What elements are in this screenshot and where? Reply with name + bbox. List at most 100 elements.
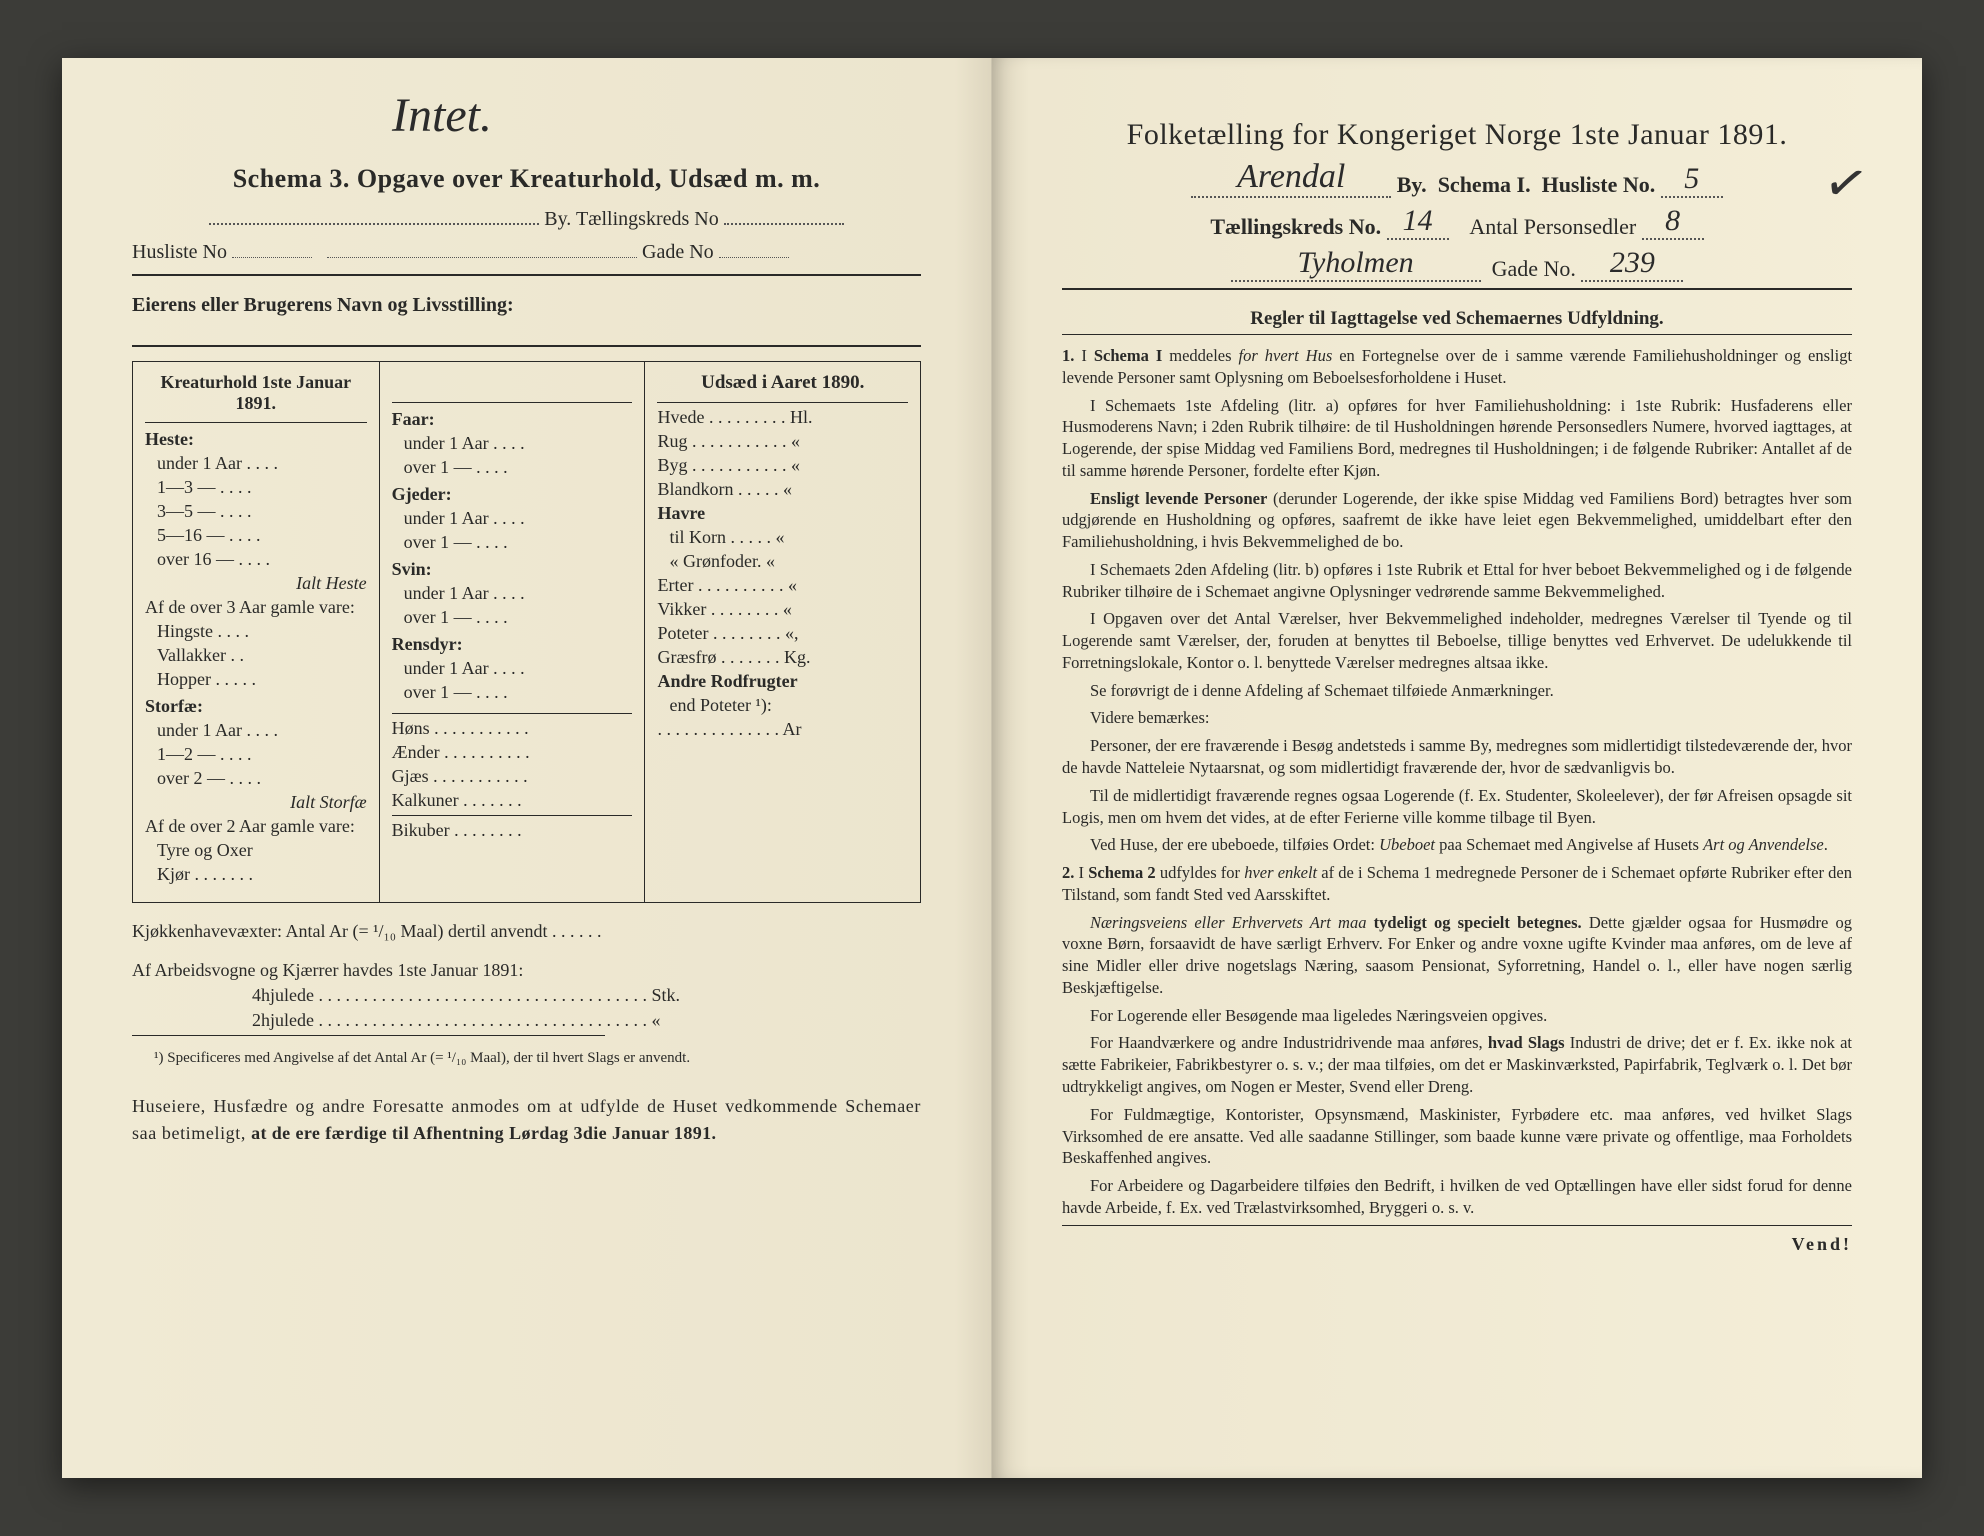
row-gade: Tyholmen Gade No. 239	[1062, 246, 1852, 282]
af-over-2: Af de over 2 Aar gamle vare:	[145, 816, 367, 837]
tkreds-label: Tællingskreds No.	[1210, 214, 1381, 239]
udsaed-row: Erter . . . . . . . . . . «	[657, 575, 908, 596]
udsaed-row: Havre	[657, 503, 908, 524]
heste-sub: Hopper . . . . .	[157, 669, 367, 690]
handwriting-intet: Intet.	[392, 88, 492, 143]
hw-husliste-no: 5	[1661, 162, 1723, 198]
udsaed-row: Hvede . . . . . . . . . Hl.	[657, 407, 908, 428]
rensdyr-head: Rensdyr:	[392, 634, 633, 655]
udsaed-row: Vikker . . . . . . . . «	[657, 599, 908, 620]
closing-bold-date: Lørdag 3die Januar 1891.	[509, 1123, 716, 1143]
storfae-sub: Tyre og Oxer	[157, 840, 367, 861]
heste-sub: Hingste . . . .	[157, 621, 367, 642]
regler-title: Regler til Iagttagelse ved Schemaernes U…	[1062, 308, 1852, 330]
by-label: By.	[1397, 172, 1427, 197]
row-by: Arendal By. Schema I. Husliste No. 5	[1062, 158, 1852, 198]
rensdyr-row: over 1 — . . . .	[404, 682, 633, 703]
gjeder-row: over 1 — . . . .	[404, 532, 633, 553]
gjaes: Gjæs . . . . . . . . . . .	[392, 766, 633, 787]
left-page: Intet. Schema 3. Opgave over Kreaturhold…	[62, 58, 992, 1478]
faar-row: over 1 — . . . .	[404, 457, 633, 478]
udsaed-row: Græsfrø . . . . . . . Kg.	[657, 647, 908, 668]
rule-para: For Fuldmægtige, Kontorister, Opsynsmænd…	[1062, 1104, 1852, 1169]
livestock-table: Kreaturhold 1ste Januar 1891. Heste: und…	[132, 361, 921, 903]
ialt-storfae: Ialt Storfæ	[157, 792, 367, 813]
gjeder-head: Gjeder:	[392, 484, 633, 505]
schema3-title: Schema 3. Opgave over Kreaturhold, Udsæd…	[132, 164, 921, 194]
hw-gade-no: 239	[1581, 246, 1683, 282]
col-c-title: Udsæd i Aaret 1890.	[657, 372, 908, 394]
udsaed-row: Byg . . . . . . . . . . . «	[657, 455, 908, 476]
closing-bold: at de ere færdige til Afhentning	[251, 1123, 504, 1143]
right-page: ✓ Folketælling for Kongeriget Norge 1ste…	[992, 58, 1922, 1478]
row-tkreds: Tællingskreds No. 14 Antal Personsedler …	[1062, 204, 1852, 240]
udsaed-row: Blandkorn . . . . . «	[657, 479, 908, 500]
bikuber: Bikuber . . . . . . . .	[392, 820, 633, 841]
udsaed-row: Poteter . . . . . . . . «,	[657, 623, 908, 644]
hw-antal: 8	[1642, 204, 1704, 240]
heste-row: over 16 — . . . .	[157, 549, 367, 570]
heste-row: 5—16 — . . . .	[157, 525, 367, 546]
vend-label: Vend!	[1062, 1234, 1852, 1255]
2hjul: 2hjulede . . . . . . . . . . . . . . . .…	[252, 1010, 921, 1031]
faar-head: Faar:	[392, 409, 633, 430]
husliste-row: Husliste No Gade No	[132, 241, 921, 264]
husliste-label: Husliste No.	[1542, 172, 1656, 197]
closing-text: Huseiere, Husfædre og andre Foresatte an…	[132, 1093, 921, 1147]
storfae-row: over 2 — . . . .	[157, 768, 367, 789]
rule-para: Videre bemærkes:	[1062, 707, 1852, 729]
gade-label: Gade No.	[1492, 256, 1576, 281]
ialt-heste: Ialt Heste	[157, 573, 367, 594]
col-kreatur-b: Faar: under 1 Aar . . . . over 1 — . . .…	[379, 361, 645, 903]
hw-by: Arendal	[1191, 158, 1391, 198]
arbeidsvogne-label: Af Arbeidsvogne og Kjærrer havdes 1ste J…	[132, 960, 921, 981]
heste-row: under 1 Aar . . . .	[157, 453, 367, 474]
udsaed-row: Rug . . . . . . . . . . . «	[657, 431, 908, 452]
rensdyr-row: under 1 Aar . . . .	[404, 658, 633, 679]
rules-body: 1. I Schema I meddeles for hvert Hus en …	[1062, 345, 1852, 1219]
gjeder-row: under 1 Aar . . . .	[404, 508, 633, 529]
rule-para: For Logerende eller Besøgende maa ligele…	[1062, 1005, 1852, 1027]
by-row: By. Tællingskreds No	[132, 208, 921, 231]
hw-tkreds: 14	[1387, 204, 1449, 240]
col-udsaed: Udsæd i Aaret 1890. Hvede . . . . . . . …	[644, 361, 921, 903]
storfae-row: under 1 Aar . . . .	[157, 720, 367, 741]
rule-para: I Opgaven over det Antal Værelser, hver …	[1062, 608, 1852, 673]
rule-para: Personer, der ere fraværende i Besøg and…	[1062, 735, 1852, 779]
aender: Ænder . . . . . . . . . .	[392, 742, 633, 763]
storfae-row: 1—2 — . . . .	[157, 744, 367, 765]
hons: Høns . . . . . . . . . . .	[392, 718, 633, 739]
kalkuner: Kalkuner . . . . . . .	[392, 790, 633, 811]
col-kreatur-a: Kreaturhold 1ste Januar 1891. Heste: und…	[132, 361, 379, 903]
udsaed-row: Andre Rodfrugter	[657, 671, 908, 692]
heste-row: 1—3 — . . . .	[157, 477, 367, 498]
schema-label: Schema I.	[1438, 172, 1531, 197]
svin-head: Svin:	[392, 559, 633, 580]
4hjul: 4hjulede . . . . . . . . . . . . . . . .…	[252, 985, 921, 1006]
storfae-sub: Kjør . . . . . . .	[157, 864, 367, 885]
col-a-title: Kreaturhold 1ste Januar 1891.	[145, 372, 367, 414]
udsaed-row: . . . . . . . . . . . . . . Ar	[657, 719, 908, 740]
rule-para: I Schemaets 2den Afdeling (litr. b) opfø…	[1062, 559, 1852, 603]
svin-row: under 1 Aar . . . .	[404, 583, 633, 604]
eierens-label: Eierens eller Brugerens Navn og Livsstil…	[132, 294, 921, 317]
gade-label: Gade No	[642, 241, 714, 263]
hw-street: Tyholmen	[1231, 246, 1481, 282]
census-title: Folketælling for Kongeriget Norge 1ste J…	[1062, 118, 1852, 152]
heste-row: 3—5 — . . . .	[157, 501, 367, 522]
rule-para: Se forøvrigt de i denne Afdeling af Sche…	[1062, 680, 1852, 702]
antal-label: Antal Personsedler	[1469, 214, 1636, 239]
page-spread: Intet. Schema 3. Opgave over Kreaturhold…	[62, 58, 1922, 1478]
kjokken-row: Kjøkkenhavevæxter: Antal Ar (= ¹/₁₀ Maal…	[132, 921, 921, 942]
rule-para: Til de midlertidigt fraværende regnes og…	[1062, 785, 1852, 829]
kjokken-label: Kjøkkenhavevæxter: Antal Ar (= ¹/₁₀ Maal…	[132, 921, 602, 941]
husliste-label: Husliste No	[132, 241, 227, 263]
heste-head: Heste:	[145, 429, 367, 450]
storfae-head: Storfæ:	[145, 696, 367, 717]
rule-para: I Schemaets 1ste Afdeling (litr. a) opfø…	[1062, 395, 1852, 482]
udsaed-row: end Poteter ¹):	[669, 695, 908, 716]
rule-para: For Arbeidere og Dagarbeidere tilføies d…	[1062, 1175, 1852, 1219]
af-over-3: Af de over 3 Aar gamle vare:	[145, 597, 367, 618]
footnote-1: ¹) Specificeres med Angivelse af det Ant…	[132, 1050, 921, 1067]
svin-row: over 1 — . . . .	[404, 607, 633, 628]
